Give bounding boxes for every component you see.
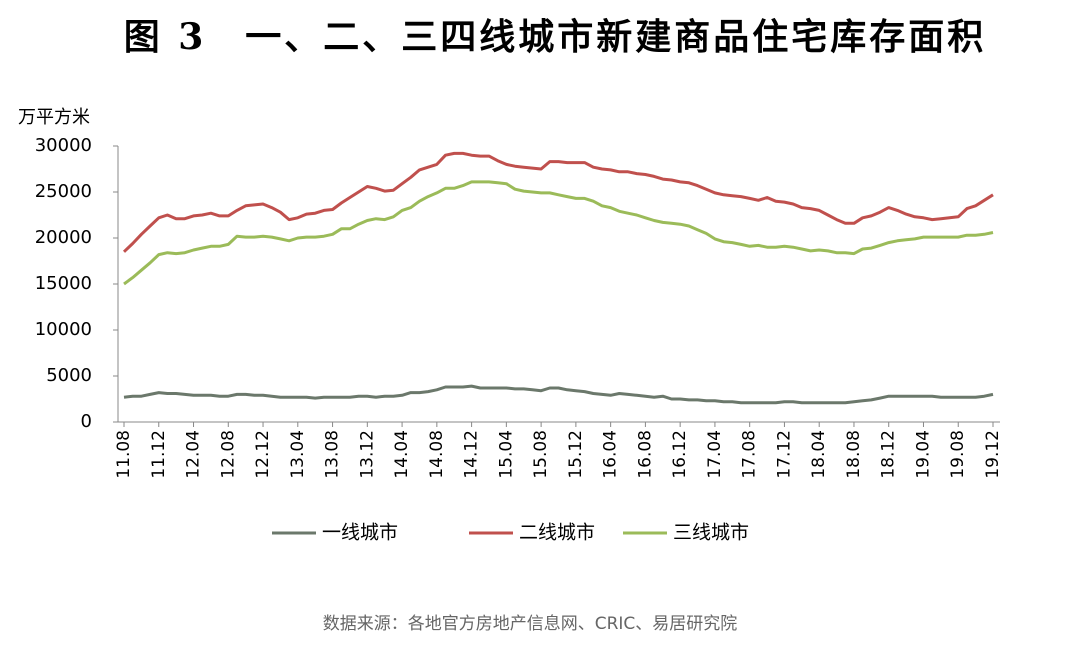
x-tick-label: 12.04 [184,430,204,479]
chart-title: 图 3 一、二、三四线城市新建商品住宅库存面积 [124,16,987,58]
x-tick-label: 14.04 [392,430,412,479]
x-tick-label: 13.08 [323,430,343,479]
source-note: 数据来源：各地官方房地产信息网、CRIC、易居研究院 [323,614,738,634]
legend-label: 一线城市 [322,522,398,544]
y-axis-label: 万平方米 [18,107,90,128]
x-tick-label: 12.08 [218,430,238,479]
x-tick-label: 15.08 [531,430,551,479]
y-tick-label: 15000 [35,273,92,294]
x-tick-label: 11.12 [149,430,169,479]
x-tick-label: 16.08 [635,430,655,479]
x-tick-label: 14.08 [427,430,447,479]
x-tick-label: 18.12 [879,430,899,479]
x-tick-label: 11.08 [114,430,134,479]
y-tick-label: 0 [81,411,92,432]
y-tick-label: 20000 [35,227,92,248]
series-line [123,180,994,286]
x-tick-label: 15.04 [496,430,516,479]
series-line [123,384,994,405]
x-tick-label: 18.04 [809,430,829,479]
x-tick-label: 15.12 [566,430,586,479]
x-tick-label: 19.04 [913,430,933,479]
legend-label: 二线城市 [519,522,595,544]
x-tick-label: 16.12 [670,430,690,479]
legend-label: 三线城市 [673,522,749,544]
y-tick-label: 5000 [46,365,92,386]
y-tick-label: 10000 [35,319,92,340]
x-tick-label: 13.04 [288,430,308,479]
x-tick-label: 19.08 [948,430,968,479]
y-tick-label: 30000 [35,135,92,156]
x-tick-label: 17.12 [774,430,794,479]
x-tick-label: 18.08 [844,430,864,479]
x-tick-label: 14.12 [462,430,482,479]
x-tick-label: 19.12 [983,430,1003,479]
x-tick-label: 17.08 [740,430,760,479]
x-tick-label: 16.04 [601,430,621,479]
x-tick-label: 13.12 [357,430,377,479]
x-tick-label: 17.04 [705,430,725,479]
series-line [122,151,994,253]
x-tick-label: 12.12 [253,430,273,479]
y-tick-label: 25000 [35,181,92,202]
